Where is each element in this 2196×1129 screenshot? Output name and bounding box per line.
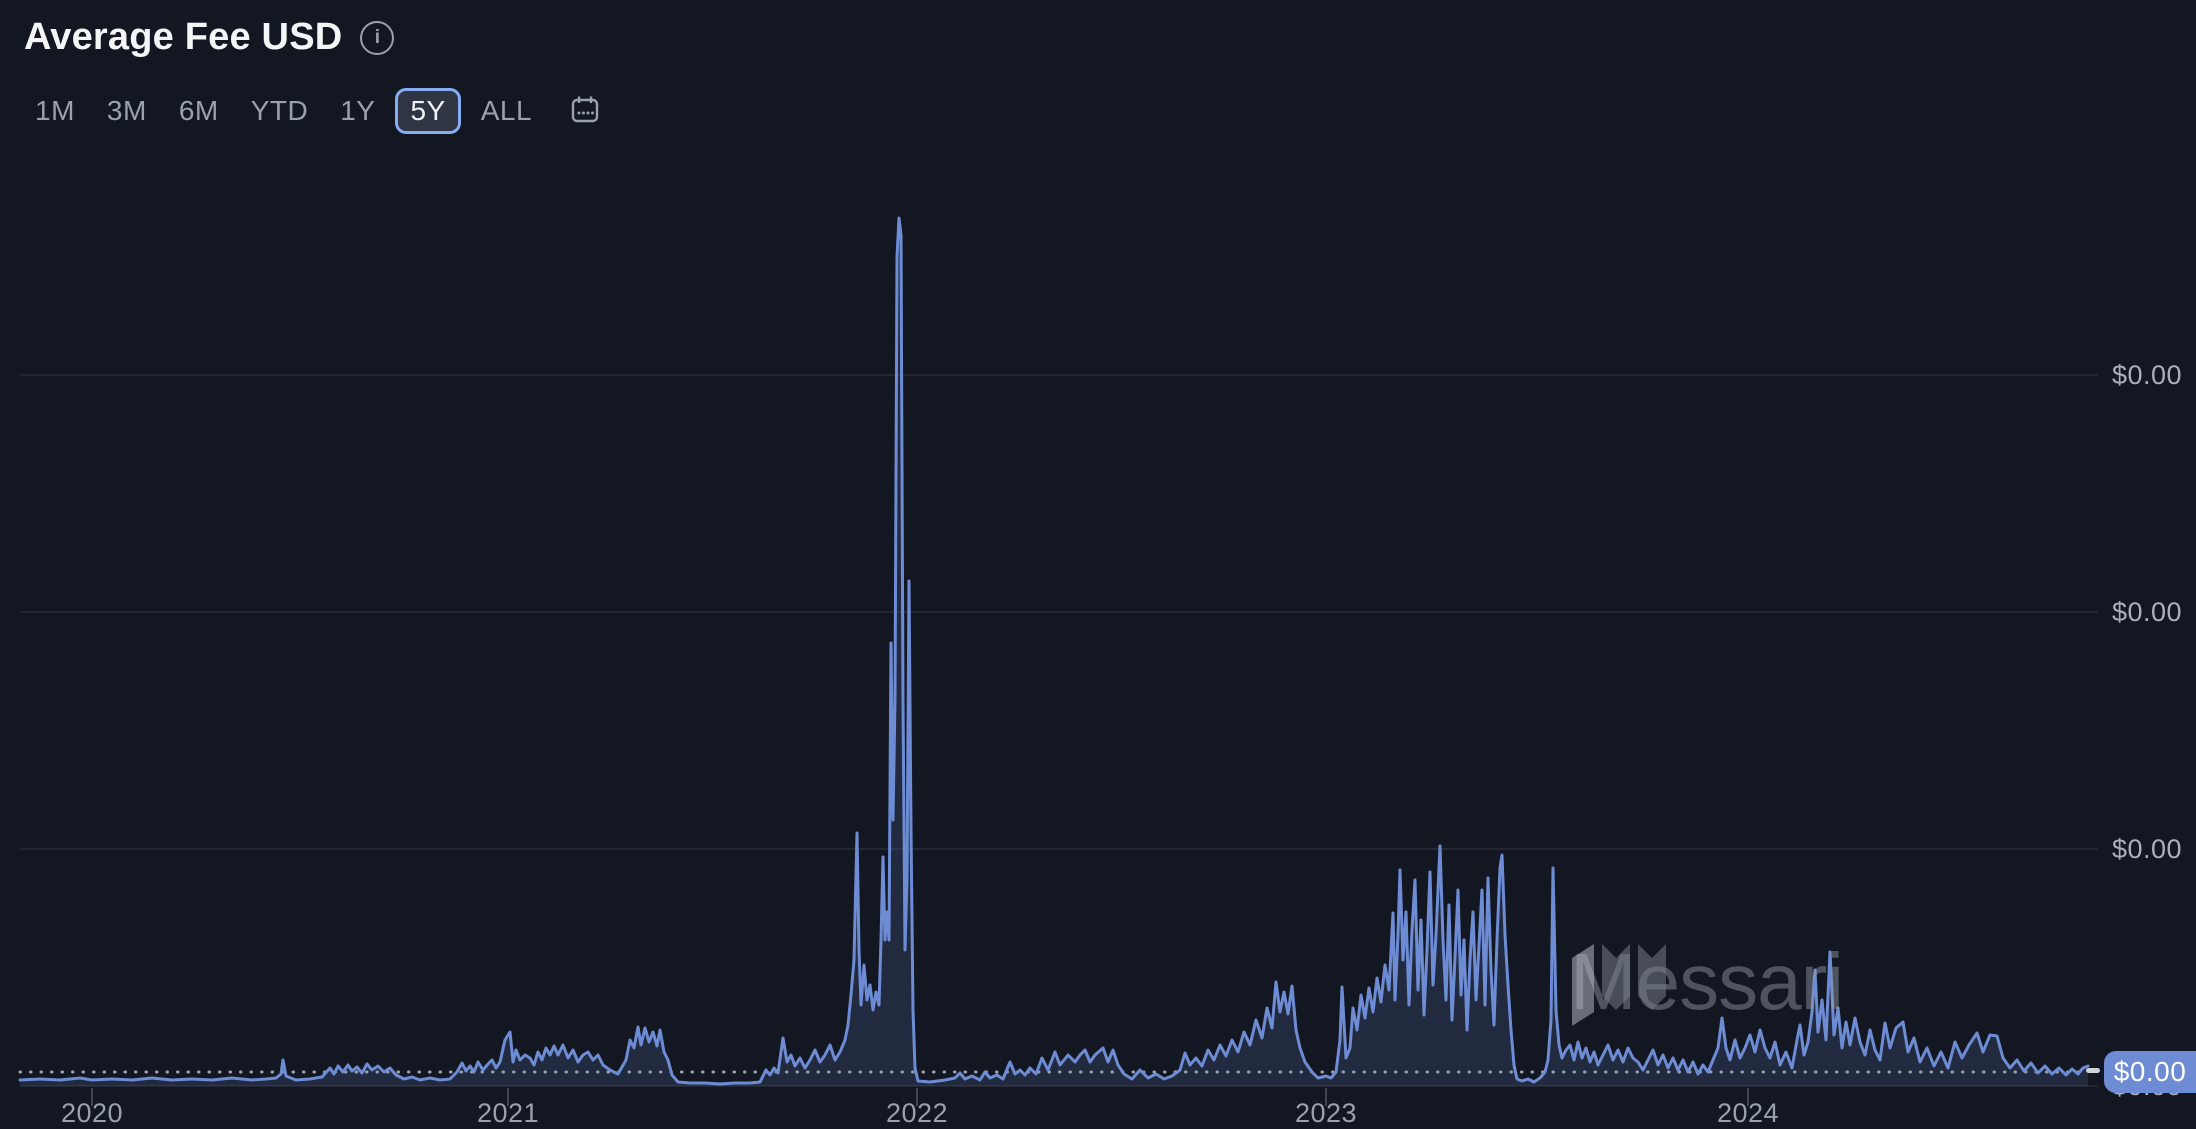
x-axis-label: 2021	[476, 1098, 540, 1128]
range-button-5y[interactable]: 5Y	[395, 88, 461, 134]
calendar-icon	[571, 96, 599, 123]
x-axis-label: 2023	[1294, 1098, 1358, 1128]
range-button-ytd[interactable]: YTD	[250, 95, 309, 126]
range-button-3m[interactable]: 3M	[106, 95, 147, 126]
range-button-1y[interactable]: 1Y	[340, 95, 376, 126]
range-button-group: 1M 3M 6M YTD 1Y 5Y ALL	[35, 88, 533, 134]
y-axis-label: $0.00	[2112, 360, 2183, 390]
y-axis-label: $0.00	[2112, 597, 2183, 627]
badge-tick	[2086, 1068, 2100, 1073]
info-icon[interactable]: i	[360, 20, 395, 55]
calendar-button[interactable]	[570, 94, 600, 124]
range-toolbar: 1M 3M 6M YTD 1Y 5Y ALL	[0, 59, 2196, 137]
fee-line	[18, 216, 2090, 1086]
range-button-1m[interactable]: 1M	[35, 95, 75, 126]
page-title: Average Fee USD	[24, 16, 343, 58]
y-axis-label: $0.00	[2112, 834, 2183, 864]
x-axis-label: 2020	[60, 1098, 124, 1128]
range-button-all[interactable]: ALL	[480, 95, 533, 126]
fee-area-fill	[20, 218, 2088, 1086]
x-axis-label: 2022	[885, 1098, 949, 1128]
chart-header: Average Fee USD i	[0, 0, 2196, 59]
x-axis-label: 2024	[1716, 1098, 1780, 1128]
range-button-6m[interactable]: 6M	[178, 95, 219, 126]
current-value-badge: $0.00	[2104, 1051, 2196, 1093]
